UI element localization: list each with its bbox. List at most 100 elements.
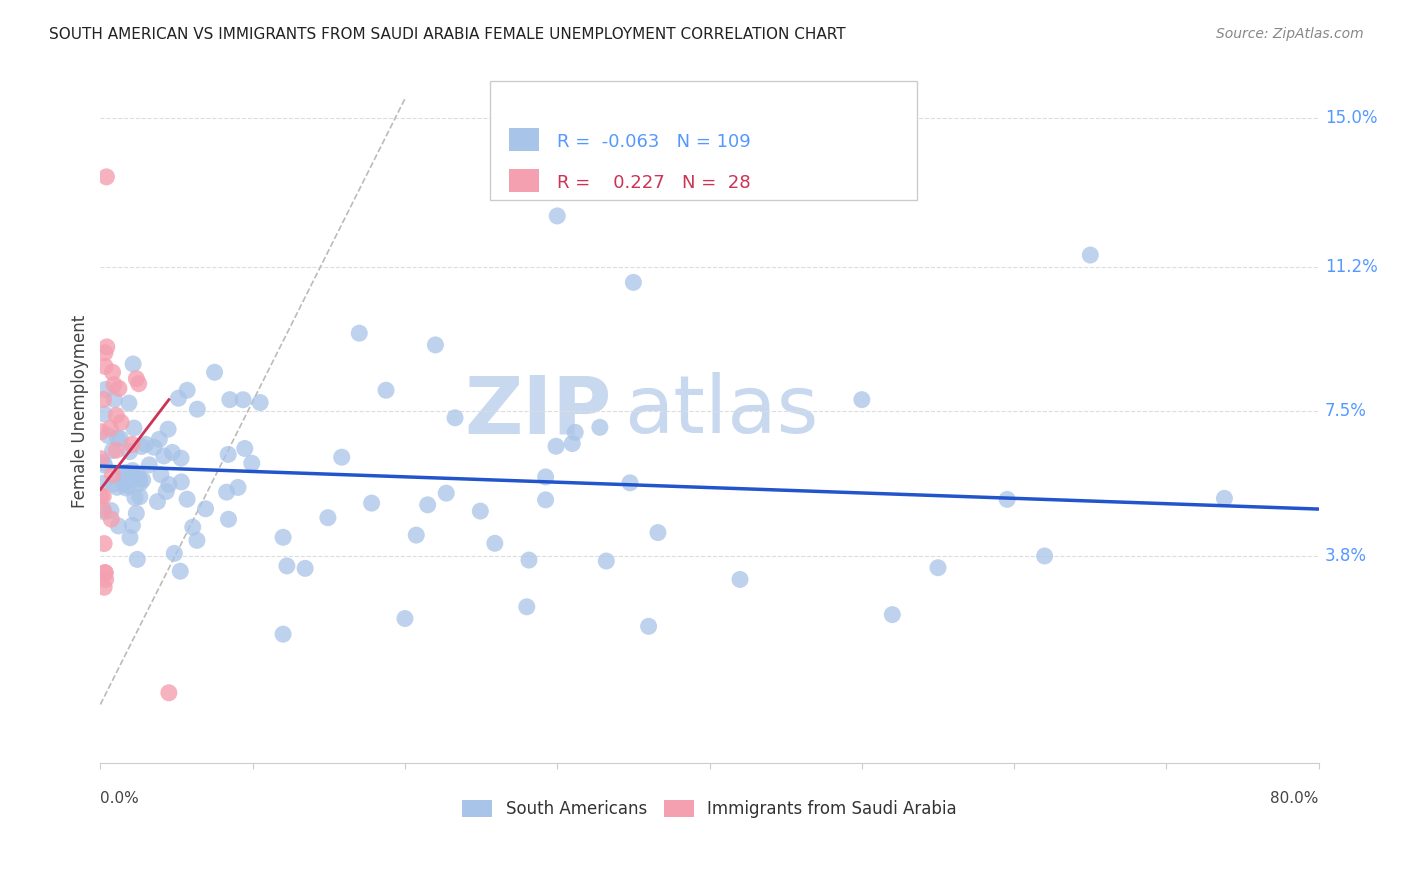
Point: [294, 561, 316, 575]
Point: [100, 503, 122, 517]
Point: [851, 392, 873, 407]
Point: [394, 611, 416, 625]
Point: [276, 558, 298, 573]
Point: [233, 442, 256, 456]
Point: [619, 475, 641, 490]
Text: 80.0%: 80.0%: [1271, 791, 1319, 806]
Point: [108, 381, 131, 395]
Text: R =    0.227   N =  28: R = 0.227 N = 28: [557, 174, 751, 192]
Point: [1213, 491, 1236, 506]
Point: [100, 512, 122, 526]
Point: [96, 340, 118, 354]
FancyBboxPatch shape: [509, 169, 538, 192]
Point: [118, 531, 141, 545]
Point: [129, 476, 152, 491]
Point: [93, 456, 115, 470]
Point: [589, 420, 612, 434]
Point: [91, 502, 114, 516]
Text: R =  -0.063   N = 109: R = -0.063 N = 109: [557, 133, 751, 151]
Text: Source: ZipAtlas.com: Source: ZipAtlas.com: [1216, 27, 1364, 41]
Point: [112, 467, 135, 481]
Point: [120, 469, 142, 483]
Point: [101, 477, 124, 491]
Point: [595, 554, 617, 568]
Point: [217, 512, 239, 526]
Point: [128, 376, 150, 391]
Point: [163, 546, 186, 560]
Point: [115, 481, 138, 495]
Point: [215, 485, 238, 500]
Point: [105, 409, 128, 423]
Point: [170, 451, 193, 466]
Point: [330, 450, 353, 465]
Point: [149, 467, 172, 482]
Point: [167, 391, 190, 405]
Point: [375, 383, 398, 397]
Text: 3.8%: 3.8%: [1324, 547, 1367, 565]
Point: [118, 396, 141, 410]
Point: [157, 477, 180, 491]
Point: [131, 440, 153, 454]
Point: [647, 525, 669, 540]
Point: [128, 472, 150, 486]
Point: [94, 566, 117, 580]
Point: [96, 169, 118, 184]
Point: [107, 431, 129, 445]
Point: [516, 599, 538, 614]
Point: [194, 501, 217, 516]
Point: [170, 475, 193, 489]
Point: [121, 464, 143, 478]
Point: [94, 345, 117, 359]
Point: [316, 510, 339, 524]
Point: [94, 566, 117, 580]
Text: 0.0%: 0.0%: [100, 791, 139, 806]
Point: [1078, 248, 1101, 262]
Point: [93, 580, 115, 594]
Y-axis label: Female Unemployment: Female Unemployment: [72, 315, 89, 508]
Point: [125, 371, 148, 385]
Point: [114, 472, 136, 486]
Point: [93, 476, 115, 491]
Point: [103, 392, 125, 407]
Point: [93, 458, 115, 473]
Point: [98, 421, 121, 435]
Point: [995, 492, 1018, 507]
Text: 7.5%: 7.5%: [1324, 402, 1367, 420]
Point: [91, 489, 114, 503]
Point: [107, 519, 129, 533]
Point: [176, 492, 198, 507]
Point: [218, 392, 240, 407]
Point: [176, 384, 198, 398]
Point: [93, 505, 115, 519]
Point: [90, 425, 112, 439]
Point: [1033, 549, 1056, 563]
Point: [138, 458, 160, 472]
Point: [232, 392, 254, 407]
Point: [127, 467, 149, 482]
FancyBboxPatch shape: [491, 80, 917, 201]
Point: [105, 443, 128, 458]
Text: 11.2%: 11.2%: [1324, 258, 1378, 276]
Point: [114, 477, 136, 491]
Text: 15.0%: 15.0%: [1324, 109, 1378, 128]
Point: [97, 428, 120, 442]
Point: [927, 560, 949, 574]
Point: [204, 365, 226, 379]
Point: [101, 365, 124, 379]
Point: [103, 377, 125, 392]
Point: [110, 432, 132, 446]
Point: [94, 359, 117, 374]
Point: [162, 445, 184, 459]
Point: [169, 564, 191, 578]
Point: [226, 480, 249, 494]
Point: [127, 552, 149, 566]
Point: [143, 440, 166, 454]
Point: [186, 533, 208, 548]
Point: [105, 480, 128, 494]
Point: [94, 573, 117, 587]
Point: [517, 553, 540, 567]
FancyBboxPatch shape: [509, 128, 538, 151]
Text: atlas: atlas: [624, 372, 818, 450]
Point: [425, 338, 447, 352]
Point: [132, 473, 155, 487]
